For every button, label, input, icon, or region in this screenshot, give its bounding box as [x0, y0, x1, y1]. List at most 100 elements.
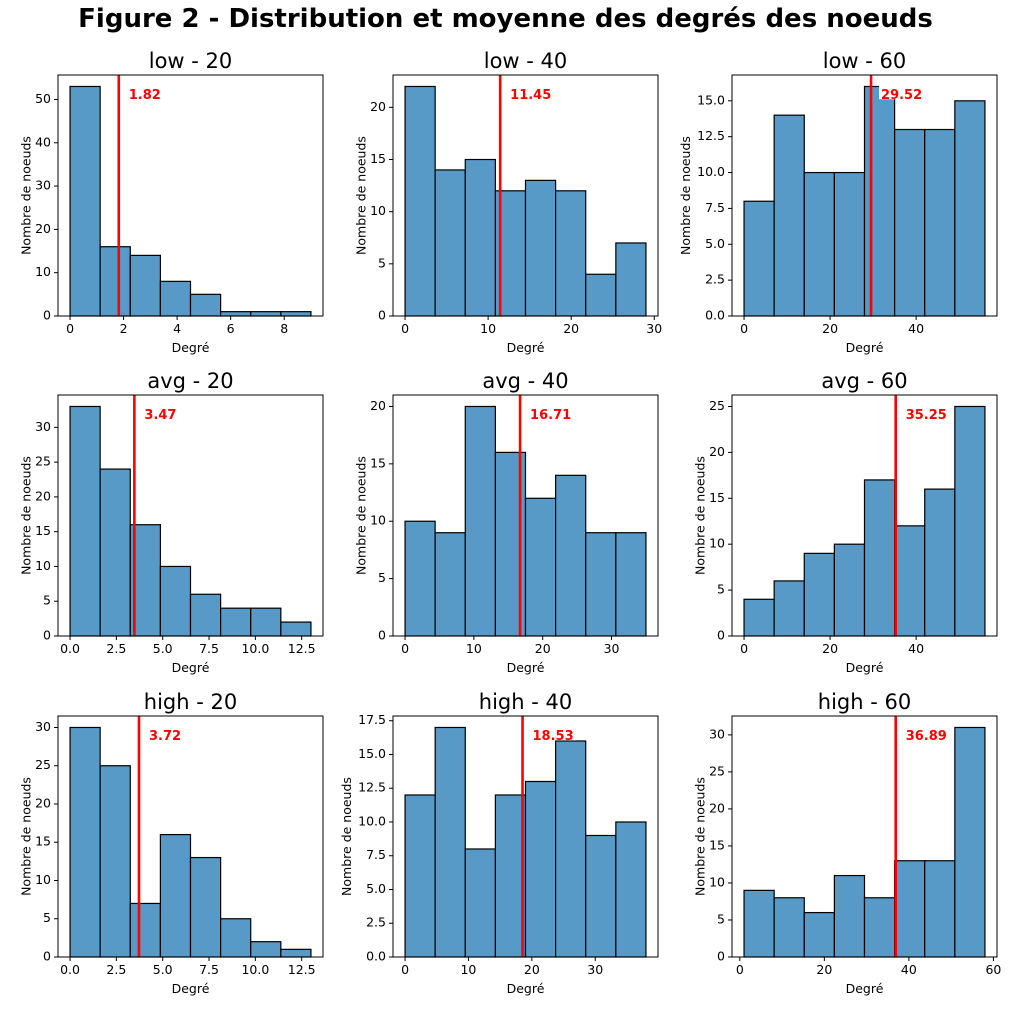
mean-label-background	[126, 83, 165, 100]
x-axis-label: Degré	[172, 660, 210, 675]
histogram-bar	[280, 311, 312, 317]
x-axis-label: Degré	[846, 981, 884, 996]
x-tick-label: 8	[280, 321, 288, 336]
y-tick-label: 20	[709, 444, 725, 459]
x-tick-label: 0	[740, 641, 748, 656]
histogram-bar	[833, 874, 866, 958]
y-tick-label: 15	[370, 151, 386, 166]
mean-label-background	[508, 83, 555, 100]
x-axis-label: Degré	[507, 340, 545, 355]
mean-label-background	[879, 83, 926, 100]
y-axis-label: Nombre de noeuds	[692, 777, 707, 896]
x-axis-label: Degré	[172, 340, 210, 355]
histogram-bar	[615, 532, 647, 637]
x-tick-label: 20	[535, 641, 551, 656]
y-tick-label: 5	[378, 570, 386, 585]
y-tick-label: 10.0	[358, 813, 386, 828]
x-tick-label: 40	[908, 321, 924, 336]
x-tick-label: 10	[466, 641, 482, 656]
y-axis-label: Nombre de noeuds	[18, 136, 33, 255]
y-tick-label: 20	[370, 99, 386, 114]
histogram-bar	[434, 169, 466, 317]
mean-label-background	[142, 403, 180, 420]
subplot-title: avg - 40	[482, 369, 568, 393]
y-tick-label: 2.5	[705, 272, 725, 287]
subplot-title: avg - 20	[147, 369, 233, 393]
axes-frame	[57, 394, 324, 637]
y-tick-label: 10	[709, 536, 725, 551]
y-tick-label: 25	[35, 454, 51, 469]
y-tick-label: 15	[370, 455, 386, 470]
histogram-bar	[773, 897, 805, 958]
x-tick-label: 10.0	[241, 641, 269, 656]
x-tick-label: 2	[120, 321, 128, 336]
x-tick-label: 5.0	[153, 641, 173, 656]
histogram-bar	[129, 254, 161, 317]
histogram-bar	[924, 128, 956, 317]
x-tick-label: 2.5	[106, 641, 126, 656]
histogram-bar	[159, 280, 192, 317]
mean-value-label: 36.89	[906, 729, 947, 744]
histogram-bar	[159, 565, 192, 637]
histogram-bar	[894, 525, 926, 637]
histogram-bar	[585, 273, 617, 317]
x-tick-label: 0	[736, 962, 744, 977]
histogram-bar	[555, 740, 587, 958]
y-tick-label: 10	[35, 872, 51, 887]
x-tick-label: 60	[985, 962, 1001, 977]
y-tick-label: 20	[370, 398, 386, 413]
x-tick-label: 12.5	[288, 962, 316, 977]
histogram-bar	[773, 580, 805, 637]
y-tick-label: 20	[35, 221, 51, 236]
histogram-bar	[464, 158, 496, 317]
histogram-bar	[954, 100, 986, 317]
y-tick-label: 15	[709, 837, 725, 852]
y-tick-label: 30	[35, 178, 51, 193]
x-tick-label: 40	[908, 641, 924, 656]
x-tick-label: 30	[646, 321, 662, 336]
axes-frame	[392, 394, 659, 637]
histogram-bar	[159, 833, 192, 958]
histogram-bar	[99, 246, 131, 317]
mean-value-label: 18.53	[533, 729, 574, 744]
x-tick-label: 7.5	[199, 962, 219, 977]
histogram-bar	[220, 918, 252, 958]
subplot-title: high - 20	[144, 690, 237, 714]
histogram-bar	[69, 405, 101, 637]
x-tick-label: 0.0	[60, 962, 80, 977]
mean-label-background	[530, 724, 577, 741]
x-tick-label: 12.5	[288, 641, 316, 656]
y-axis-label: Nombre de noeuds	[692, 456, 707, 575]
x-tick-label: 10	[460, 962, 476, 977]
subplot-title: low - 40	[484, 49, 568, 73]
axes-frame	[731, 715, 998, 958]
y-axis-label: Nombre de noeuds	[353, 136, 368, 255]
histogram-bar	[464, 405, 496, 637]
y-tick-label: 25	[709, 398, 725, 413]
histogram-bar	[833, 171, 866, 317]
mean-value-label: 35.25	[906, 408, 947, 423]
mean-value-label: 3.72	[149, 729, 181, 744]
y-axis-label: Nombre de noeuds	[353, 456, 368, 575]
mean-value-label: 11.45	[510, 88, 551, 103]
histogram-bar	[954, 726, 986, 958]
histogram-bar	[924, 860, 956, 958]
x-tick-label: 30	[604, 641, 620, 656]
histogram-bar	[69, 85, 101, 317]
y-tick-label: 0	[43, 628, 51, 643]
histogram-bar	[803, 552, 835, 637]
x-axis-label: Degré	[507, 981, 545, 996]
histogram-bar	[69, 726, 101, 958]
axes-frame	[57, 715, 324, 958]
y-axis-label: Nombre de noeuds	[678, 136, 693, 255]
y-tick-label: 10	[370, 203, 386, 218]
histogram-bar	[555, 190, 587, 317]
histogram-bar	[494, 794, 527, 958]
histogram-bar	[404, 520, 436, 637]
mean-value-label: 29.52	[881, 88, 922, 103]
subplot-9: high - 60 36.89 0 20 40 60 0 5 10 15 20 25 30 Degré No…	[692, 690, 1001, 996]
y-tick-label: 0	[378, 628, 386, 643]
y-tick-label: 30	[35, 419, 51, 434]
y-tick-label: 20	[709, 800, 725, 815]
